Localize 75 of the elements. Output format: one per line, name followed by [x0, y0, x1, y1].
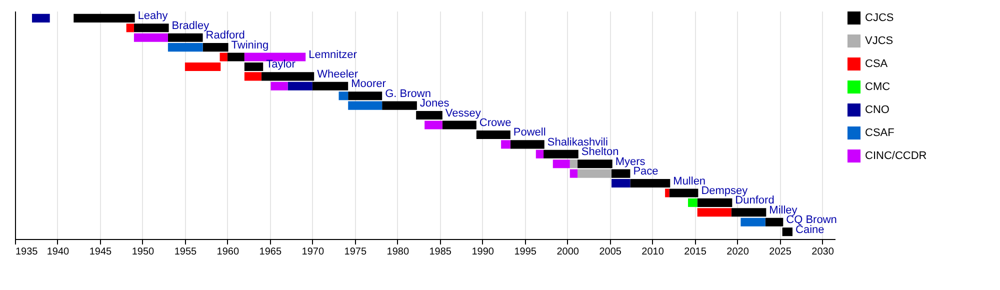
- y-tick-label: CQ Brown: [786, 214, 837, 226]
- x-tick-label: 1985: [429, 246, 452, 258]
- bar: [244, 72, 262, 81]
- y-tick-label: Lemnitzer: [308, 49, 358, 62]
- y-tick-label: Dempsey: [701, 184, 748, 197]
- x-tick-label: 1965: [259, 246, 282, 258]
- bar: [32, 14, 50, 22]
- x-tick-label: 1960: [216, 246, 240, 258]
- y-tick-label: Taylor: [266, 58, 296, 71]
- bar: [570, 160, 578, 168]
- bar: [552, 160, 570, 168]
- x-tick-label: 1935: [16, 246, 38, 258]
- x-tick-label: 1980: [386, 246, 410, 258]
- bar: [338, 92, 348, 100]
- bar: [424, 120, 442, 130]
- bar: [476, 130, 510, 139]
- legend-label: CSA: [865, 58, 888, 70]
- bar: [348, 92, 382, 100]
- x-tick-label: 2025: [769, 246, 792, 258]
- x-tick-label: 2000: [556, 246, 580, 258]
- y-tick-label: Wheeler: [317, 68, 358, 80]
- x-tick-label: 2030: [812, 246, 834, 258]
- bar: [501, 140, 510, 149]
- bar: [348, 101, 382, 110]
- bar: [134, 33, 168, 42]
- legend-label: VJCS: [865, 35, 894, 47]
- y-tick-label: Caine: [796, 224, 824, 236]
- y-tick-label: Leahy: [138, 10, 168, 22]
- x-tick-label: 1995: [514, 246, 537, 258]
- y-tick-label: Shalikashvili: [547, 136, 608, 148]
- x-tick-label: 1970: [302, 246, 324, 258]
- x-tick-label: 2010: [642, 246, 664, 258]
- y-tick-label: Shelton: [581, 146, 619, 158]
- y-tick-label: Crowe: [479, 117, 512, 129]
- x-tick-label: 2020: [726, 246, 750, 258]
- bar: [688, 198, 698, 207]
- y-tick-label: Twining: [231, 39, 269, 52]
- legend-label: CJCS: [865, 12, 894, 24]
- legend-label: CMC: [865, 81, 890, 93]
- bar: [270, 82, 288, 90]
- x-tick-label: 2005: [599, 246, 622, 258]
- y-tick-label: Powell: [513, 126, 546, 139]
- bar: [442, 120, 476, 130]
- bar: [740, 218, 766, 226]
- x-tick-label: 1990: [472, 246, 494, 258]
- bar: [168, 43, 203, 52]
- bar: [578, 169, 612, 178]
- x-tick-label: 1945: [89, 246, 112, 258]
- y-tick-label: Radford: [206, 30, 245, 42]
- x-tick-label: 1955: [174, 246, 198, 258]
- y-tick-label: Vessey: [445, 107, 482, 120]
- x-tick-label: 1975: [344, 246, 367, 258]
- y-tick-label: Myers: [615, 156, 646, 168]
- x-tick-label: 1950: [132, 246, 155, 258]
- y-tick-label: Milley: [769, 204, 798, 216]
- bar: [126, 24, 134, 32]
- legend-label: CNO: [865, 104, 890, 116]
- y-tick-label: Bradley: [172, 20, 210, 32]
- bar: [570, 169, 578, 178]
- y-tick-label: Jones: [420, 98, 450, 110]
- y-tick-label: Moorer: [351, 78, 386, 90]
- bar: [288, 82, 312, 90]
- bar: [244, 52, 306, 62]
- bar: [536, 150, 544, 158]
- bar: [665, 188, 670, 198]
- bar: [697, 208, 732, 217]
- legend-label: CSAF: [865, 127, 895, 139]
- y-tick-label: Dunford: [735, 194, 774, 207]
- y-tick-label: G. Brown: [385, 88, 431, 100]
- y-tick-label: Pace: [633, 166, 658, 178]
- x-tick-label: 2015: [684, 246, 707, 258]
- legend-label: CINC/CCDR: [865, 150, 927, 162]
- x-tick-label: 1940: [46, 246, 70, 258]
- bar: [612, 178, 630, 188]
- y-tick-label: Mullen: [673, 175, 706, 188]
